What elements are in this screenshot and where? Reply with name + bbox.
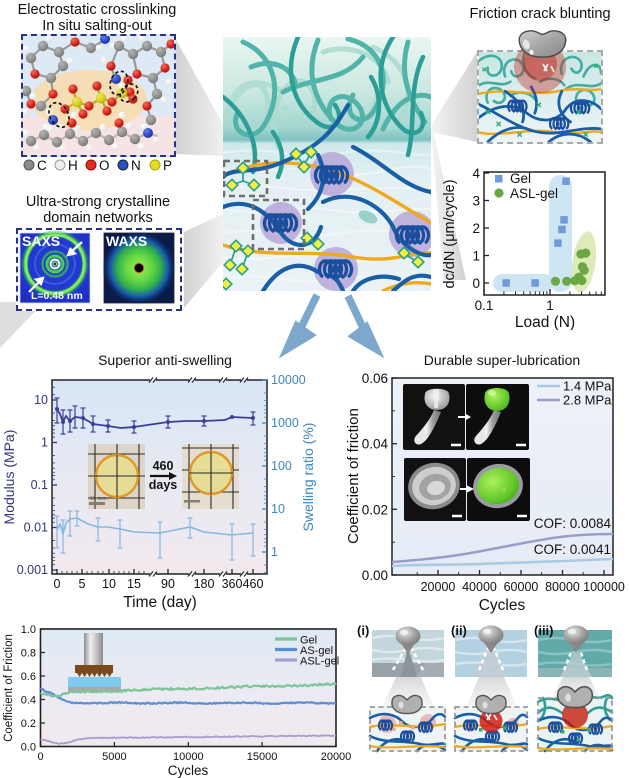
svg-text:3: 3 [472, 194, 480, 209]
svg-text:1: 1 [41, 436, 48, 450]
svg-text:0.6: 0.6 [21, 671, 36, 683]
svg-text:H: H [68, 158, 78, 173]
svg-text:0.02: 0.02 [362, 502, 388, 517]
svg-text:ASL-gel: ASL-gel [510, 186, 558, 201]
svg-text:5: 5 [79, 577, 86, 591]
svg-text:1.0: 1.0 [21, 624, 36, 636]
svg-text:90: 90 [161, 577, 175, 591]
svg-text:Gel: Gel [300, 635, 317, 647]
svg-text:20000: 20000 [321, 751, 352, 763]
svg-text:460: 460 [153, 459, 174, 473]
svg-text:(i): (i) [357, 623, 369, 638]
svg-text:dc/dN (μm/cycle): dc/dN (μm/cycle) [442, 179, 458, 288]
svg-text:0.0: 0.0 [21, 742, 36, 754]
svg-text:(iii): (iii) [534, 623, 554, 638]
svg-text:80000: 80000 [545, 580, 580, 594]
svg-text:4: 4 [472, 166, 480, 181]
svg-text:360: 360 [222, 577, 243, 591]
svg-text:L=0.48 nm: L=0.48 nm [31, 290, 83, 302]
svg-text:0.001: 0.001 [17, 563, 48, 577]
svg-text:10000: 10000 [173, 751, 204, 763]
svg-text:Coefficient of friction: Coefficient of friction [345, 408, 362, 544]
svg-text:0: 0 [472, 276, 480, 291]
svg-text:1000: 1000 [271, 416, 299, 430]
svg-text:0.01: 0.01 [24, 521, 48, 535]
svg-text:10: 10 [271, 502, 285, 516]
svg-text:0.1: 0.1 [31, 478, 48, 492]
svg-text:1.4 MPa: 1.4 MPa [563, 379, 612, 394]
svg-text:Cycles: Cycles [168, 763, 209, 778]
svg-text:N: N [131, 158, 141, 173]
svg-text:WAXS: WAXS [106, 233, 147, 249]
svg-text:0.00: 0.00 [362, 568, 388, 583]
svg-text:0.4: 0.4 [21, 695, 36, 707]
svg-text:COF: 0.0084: COF: 0.0084 [534, 516, 612, 531]
svg-text:180: 180 [194, 577, 215, 591]
svg-text:1: 1 [271, 545, 278, 559]
svg-text:Gel: Gel [510, 171, 531, 186]
svg-text:Durable super-lubrication: Durable super-lubrication [424, 352, 580, 368]
svg-text:5000: 5000 [102, 751, 126, 763]
svg-text:Coefficient of Friction: Coefficient of Friction [3, 634, 15, 742]
svg-text:460: 460 [243, 577, 264, 591]
svg-text:C: C [37, 158, 47, 173]
svg-text:Superior anti-swelling: Superior anti-swelling [98, 352, 232, 368]
svg-text:Time (day): Time (day) [123, 594, 197, 611]
svg-text:Cycles: Cycles [479, 597, 526, 614]
svg-text:10 mm: 10 mm [90, 496, 107, 502]
svg-text:0.8: 0.8 [21, 648, 36, 660]
svg-text:0: 0 [37, 751, 43, 763]
svg-text:1: 1 [546, 298, 554, 313]
svg-text:100: 100 [271, 459, 292, 473]
svg-text:SAXS: SAXS [22, 233, 60, 249]
svg-text:1: 1 [472, 249, 480, 264]
svg-text:0: 0 [54, 577, 61, 591]
svg-text:0.06: 0.06 [362, 371, 388, 386]
svg-text:days: days [149, 478, 178, 492]
svg-text:0.04: 0.04 [362, 437, 389, 452]
svg-text:0.2: 0.2 [21, 718, 36, 730]
svg-text:Swelling ratio (%): Swelling ratio (%) [300, 423, 316, 532]
svg-text:10: 10 [102, 577, 116, 591]
svg-text:20000: 20000 [421, 580, 456, 594]
svg-text:2: 2 [472, 221, 480, 236]
svg-text:60000: 60000 [504, 580, 539, 594]
svg-text:2.8 MPa: 2.8 MPa [563, 393, 612, 408]
svg-text:Modulus (MPa): Modulus (MPa) [1, 430, 17, 525]
svg-text:0.1: 0.1 [475, 298, 494, 313]
svg-text:15000: 15000 [247, 751, 278, 763]
svg-text:10: 10 [34, 393, 48, 407]
svg-text:(ii): (ii) [451, 623, 467, 638]
svg-text:O: O [99, 158, 110, 173]
svg-text:P: P [163, 158, 172, 173]
svg-text:100000: 100000 [583, 580, 625, 594]
svg-text:Load (N): Load (N) [515, 314, 575, 330]
svg-text:15: 15 [127, 577, 141, 591]
svg-text:10000: 10000 [271, 373, 306, 387]
svg-text:AS-gel: AS-gel [300, 645, 333, 657]
svg-text:COF: 0.0041: COF: 0.0041 [534, 542, 611, 557]
svg-text:40000: 40000 [462, 580, 497, 594]
svg-text:ASL-gel: ASL-gel [300, 656, 339, 668]
